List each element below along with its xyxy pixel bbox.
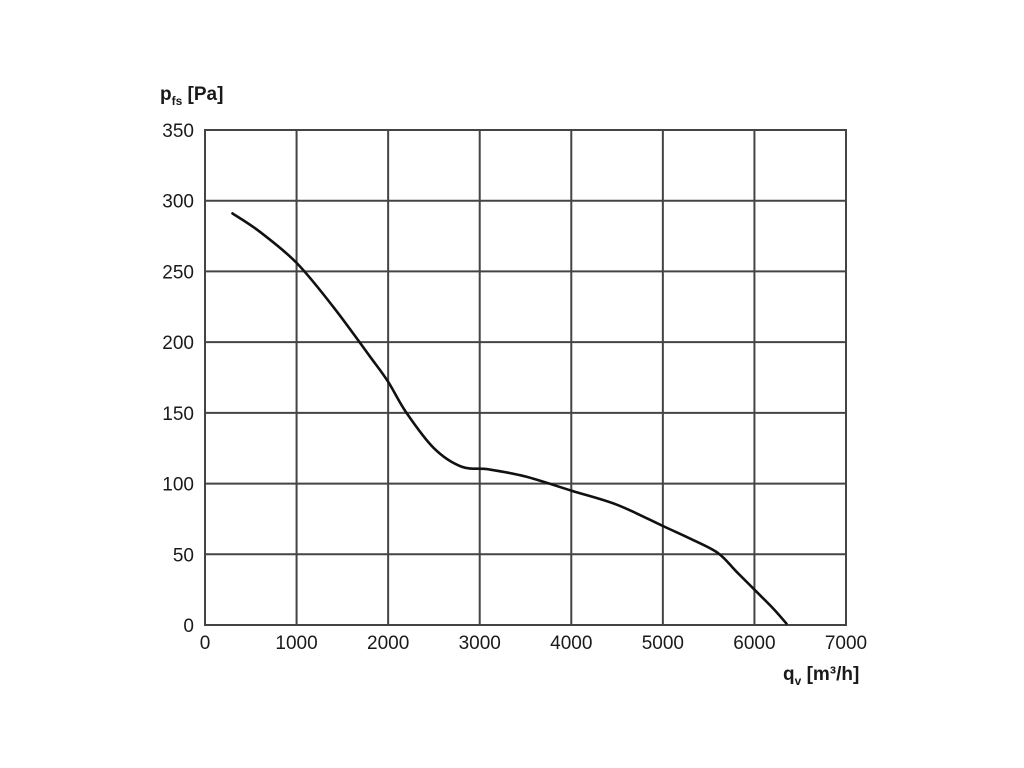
plot-frame	[204, 129, 847, 626]
x-tick-labels: 0 1000 2000 3000 4000 5000 6000 7000	[200, 633, 867, 654]
x-axis-title-sub: v	[795, 674, 802, 688]
x-axis-title-unit: [m³/h]	[801, 664, 859, 685]
y-axis-title: pfs [Pa]	[160, 84, 223, 108]
y-tick-label: 0	[183, 616, 194, 637]
x-tick-label: 4000	[550, 633, 592, 654]
pressure-curve	[231, 212, 788, 625]
y-tick-label: 350	[162, 121, 194, 142]
x-tick-label: 3000	[459, 633, 501, 654]
y-tick-label: 50	[173, 545, 194, 566]
y-axis-title-unit: [Pa]	[182, 84, 223, 105]
y-axis-title-sub: fs	[172, 94, 183, 108]
y-tick-label: 300	[162, 192, 194, 213]
x-axis-title: qv [m³/h]	[783, 664, 859, 688]
x-tick-label: 6000	[733, 633, 775, 654]
x-tick-label: 0	[200, 633, 211, 654]
x-tick-label: 5000	[642, 633, 684, 654]
x-tick-label: 7000	[825, 633, 867, 654]
x-tick-label: 2000	[367, 633, 409, 654]
y-axis-title-main: p	[160, 84, 172, 105]
y-tick-label: 200	[162, 333, 194, 354]
x-tick-label: 1000	[275, 633, 317, 654]
x-axis-title-main: q	[783, 664, 795, 685]
grid	[204, 129, 847, 626]
y-tick-label: 150	[162, 404, 194, 425]
y-tick-label: 100	[162, 475, 194, 496]
y-tick-labels: 0 50 100 150 200 250 300 350	[162, 121, 194, 637]
y-tick-label: 250	[162, 262, 194, 283]
